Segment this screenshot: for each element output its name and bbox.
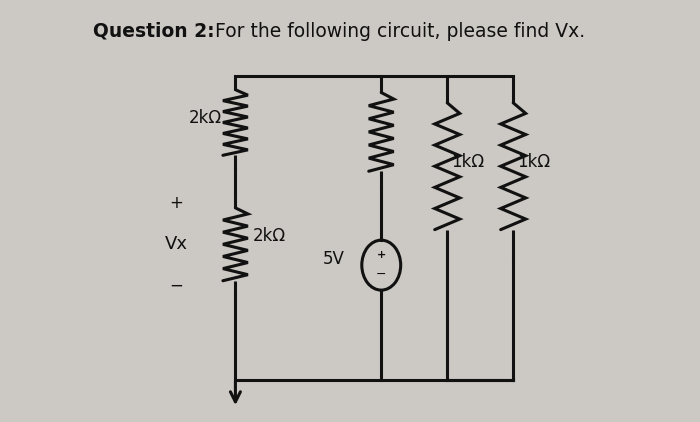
Text: Vx: Vx [165,235,188,253]
Text: 2kΩ: 2kΩ [253,227,286,245]
Text: +: + [169,194,183,212]
Text: −: − [376,268,386,281]
Text: 2kΩ: 2kΩ [188,109,221,127]
Text: −: − [169,277,183,295]
Text: 1kΩ: 1kΩ [451,153,484,171]
Text: +: + [377,250,386,260]
Text: 1kΩ: 1kΩ [517,153,550,171]
Text: Question 2:: Question 2: [93,22,215,41]
Text: For the following circuit, please find Vx.: For the following circuit, please find V… [215,22,584,41]
Text: 5V: 5V [323,250,344,268]
